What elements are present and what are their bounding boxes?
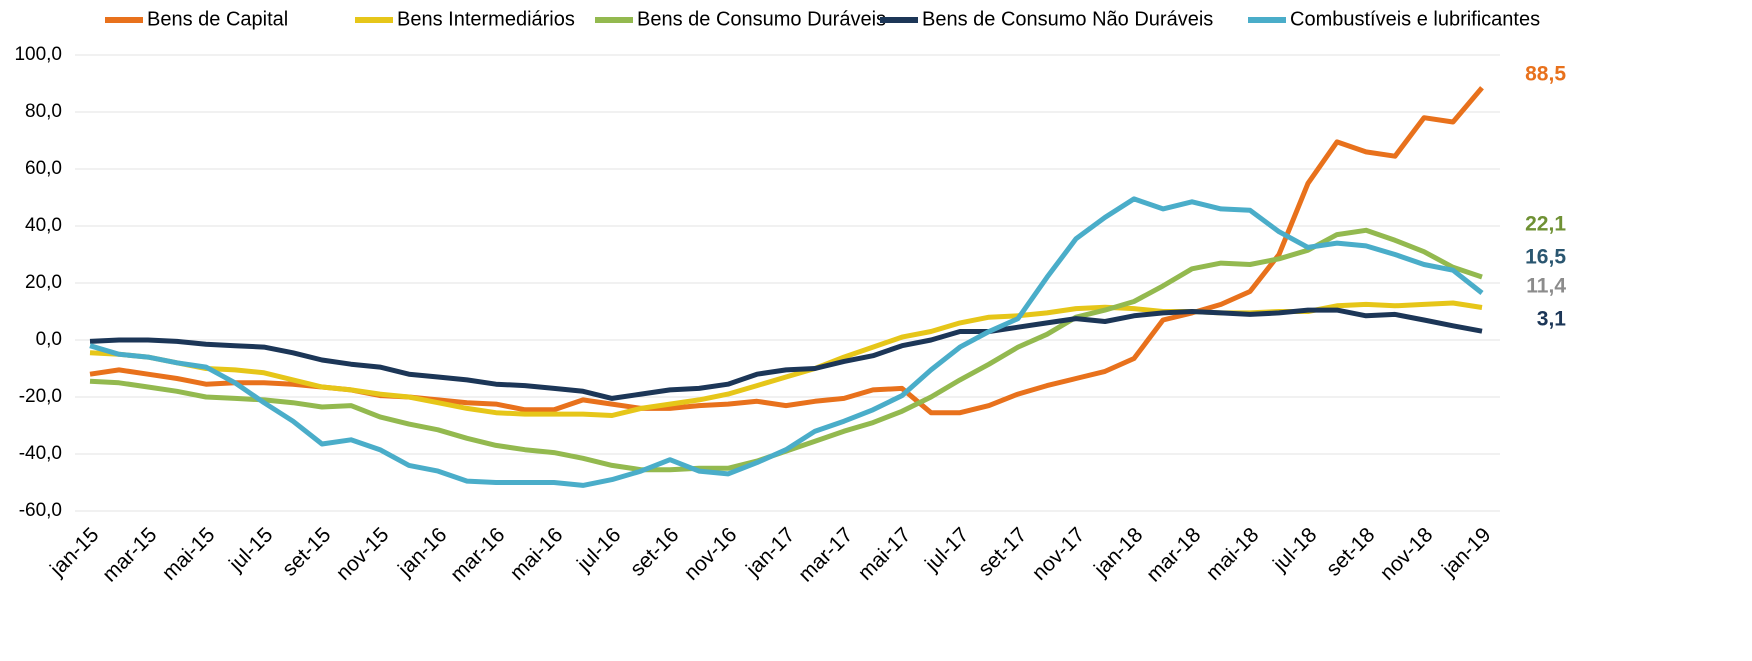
x-tick-label: set-16 [626,523,684,581]
legend-label: Bens Intermediários [397,8,575,30]
value-label: 11,4 [1526,275,1566,298]
x-tick-label: jul-16 [572,523,625,576]
x-tick-label: set-17 [974,523,1032,581]
x-tick-label: jan-18 [1089,523,1147,581]
value-label: 88,5 [1525,63,1566,86]
y-tick-label: 0,0 [36,329,62,350]
x-tick-label: jan-15 [45,523,103,581]
x-tick-label: mar-17 [794,523,857,586]
y-tick-label: -40,0 [19,443,62,464]
series-line [89,300,1483,418]
x-tick-label: nov-18 [1376,523,1438,585]
x-tick-label: jan-16 [393,523,451,581]
x-tick-label: mar-18 [1142,523,1205,586]
x-tick-label: mai-18 [1202,523,1264,585]
value-label: 22,1 [1525,213,1566,236]
x-tick-label: mar-15 [98,523,161,586]
y-tick-label: -60,0 [19,500,62,521]
legend-label: Bens de Consumo Não Duráveis [922,8,1213,30]
x-tick-label: jan-17 [741,523,799,581]
series-line [89,86,1484,416]
x-tick-label: set-15 [278,523,336,581]
y-tick-label: 40,0 [25,215,62,236]
x-tick-label: nov-17 [1028,523,1090,585]
x-tick-label: jan-19 [1437,523,1495,581]
value-label: 3,1 [1537,308,1567,331]
x-tick-label: mai-17 [854,523,916,585]
series-line [89,307,1483,401]
legend-label: Combustíveis e lubrificantes [1290,8,1540,30]
legend-label: Bens de Capital [147,8,288,30]
x-tick-label: jul-17 [920,523,973,576]
x-tick-label: jul-15 [224,523,277,576]
x-tick-label: mar-16 [446,523,509,586]
y-tick-label: 100,0 [14,44,62,65]
x-tick-label: mai-15 [158,523,220,585]
x-tick-label: set-18 [1322,523,1380,581]
series-line [89,227,1483,473]
x-tick-label: nov-15 [332,523,394,585]
x-tick-label: nov-16 [680,523,742,585]
value-label: 16,5 [1525,246,1566,269]
series-line [89,196,1484,488]
y-tick-label: -20,0 [19,386,62,407]
y-tick-label: 60,0 [25,158,62,179]
x-tick-label: mai-16 [506,523,568,585]
x-tick-label: jul-18 [1268,523,1321,576]
y-tick-label: 80,0 [25,101,62,122]
legend-label: Bens de Consumo Duráveis [637,8,886,30]
y-tick-label: 20,0 [25,272,62,293]
